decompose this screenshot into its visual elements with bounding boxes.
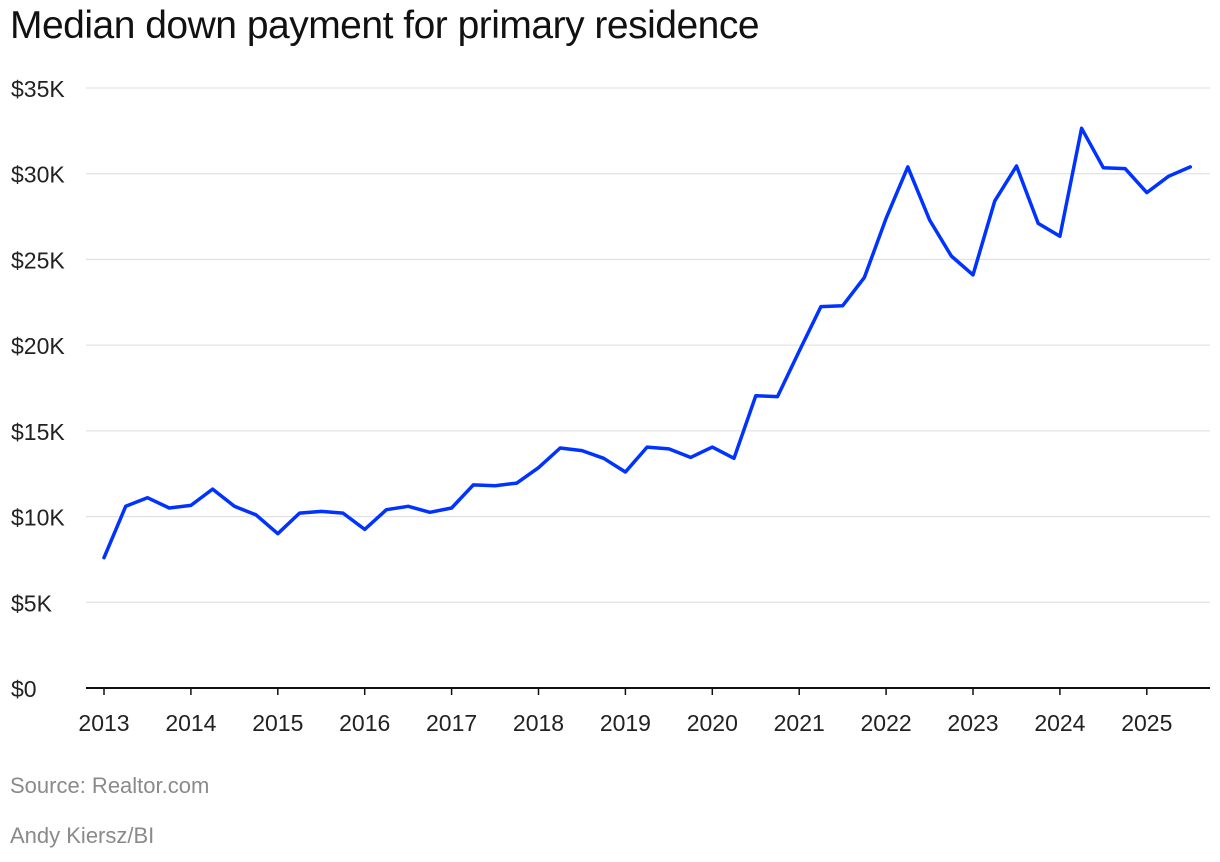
data-point bbox=[646, 446, 649, 449]
data-point bbox=[189, 504, 192, 507]
data-point bbox=[906, 165, 909, 168]
x-tick-label: 2019 bbox=[600, 710, 651, 736]
data-point bbox=[776, 395, 779, 398]
data-point bbox=[754, 394, 757, 397]
data-point bbox=[1123, 167, 1126, 170]
x-axis: 2013 2014 2015 2016 2017 2018 2019 2020 2021 2022… bbox=[78, 687, 1210, 736]
data-point bbox=[559, 446, 562, 449]
data-point bbox=[993, 200, 996, 203]
x-tick-label: 2023 bbox=[947, 710, 998, 736]
data-point bbox=[841, 304, 844, 307]
data-point bbox=[1167, 175, 1170, 178]
data-point bbox=[211, 488, 214, 491]
data-point bbox=[1102, 166, 1105, 169]
data-point bbox=[168, 506, 171, 509]
x-tick-label: 2020 bbox=[687, 710, 738, 736]
x-tick-label: 2025 bbox=[1121, 710, 1172, 736]
y-tick-label: $30K bbox=[11, 162, 65, 188]
data-point bbox=[146, 496, 149, 499]
y-tick-label: $0 bbox=[11, 676, 37, 702]
x-tick-label: 2018 bbox=[513, 710, 564, 736]
y-tick-label: $35K bbox=[11, 76, 65, 102]
y-tick-label: $5K bbox=[11, 590, 53, 616]
data-point bbox=[971, 273, 974, 276]
data-point bbox=[1037, 222, 1040, 225]
credit-note: Andy Kiersz/BI bbox=[10, 823, 155, 848]
x-tick-label: 2021 bbox=[774, 710, 825, 736]
data-point bbox=[124, 505, 127, 508]
data-point bbox=[385, 508, 388, 511]
data-point bbox=[950, 254, 953, 257]
data-point bbox=[298, 512, 301, 515]
data-point bbox=[819, 305, 822, 308]
x-tick-label: 2014 bbox=[165, 710, 216, 736]
data-point bbox=[472, 483, 475, 486]
x-tick-label: 2015 bbox=[252, 710, 303, 736]
data-point bbox=[580, 449, 583, 452]
y-tick-label: $25K bbox=[11, 247, 65, 273]
data-point bbox=[1015, 164, 1018, 167]
data-point bbox=[428, 511, 431, 514]
x-tick-label: 2022 bbox=[861, 710, 912, 736]
chart-title: Median down payment for primary residenc… bbox=[10, 4, 760, 47]
x-tick-label: 2024 bbox=[1034, 710, 1085, 736]
data-point bbox=[885, 217, 888, 220]
data-point bbox=[732, 457, 735, 460]
data-point bbox=[667, 447, 670, 450]
x-tick-label: 2013 bbox=[78, 710, 129, 736]
source-note: Source: Realtor.com bbox=[10, 773, 210, 798]
gridlines bbox=[86, 87, 1210, 603]
series-line bbox=[102, 126, 1193, 560]
data-point bbox=[602, 457, 605, 460]
data-point bbox=[341, 512, 344, 515]
data-point bbox=[798, 350, 801, 353]
x-tick-label: 2017 bbox=[426, 710, 477, 736]
y-axis: $0 $5K $10K $15K $20K $25K $30K $35K bbox=[11, 76, 65, 702]
data-point bbox=[711, 446, 714, 449]
data-point bbox=[320, 510, 323, 513]
data-point bbox=[1145, 191, 1148, 194]
series-group bbox=[102, 126, 1193, 560]
data-point bbox=[363, 528, 366, 531]
data-point bbox=[1058, 235, 1061, 238]
data-point bbox=[450, 506, 453, 509]
y-tick-label: $20K bbox=[11, 333, 65, 359]
y-tick-label: $15K bbox=[11, 419, 65, 445]
data-point bbox=[515, 482, 518, 485]
data-point bbox=[1080, 127, 1083, 130]
data-point bbox=[1189, 165, 1192, 168]
data-point bbox=[928, 218, 931, 221]
data-point bbox=[863, 276, 866, 279]
data-point bbox=[407, 505, 410, 508]
y-tick-label: $10K bbox=[11, 505, 65, 531]
data-point bbox=[276, 532, 279, 535]
x-tick-label: 2016 bbox=[339, 710, 390, 736]
data-point bbox=[233, 505, 236, 508]
data-point bbox=[102, 556, 105, 559]
data-point bbox=[624, 470, 627, 473]
data-point bbox=[537, 466, 540, 469]
data-point bbox=[254, 513, 257, 516]
data-point bbox=[689, 456, 692, 459]
data-point bbox=[493, 484, 496, 487]
